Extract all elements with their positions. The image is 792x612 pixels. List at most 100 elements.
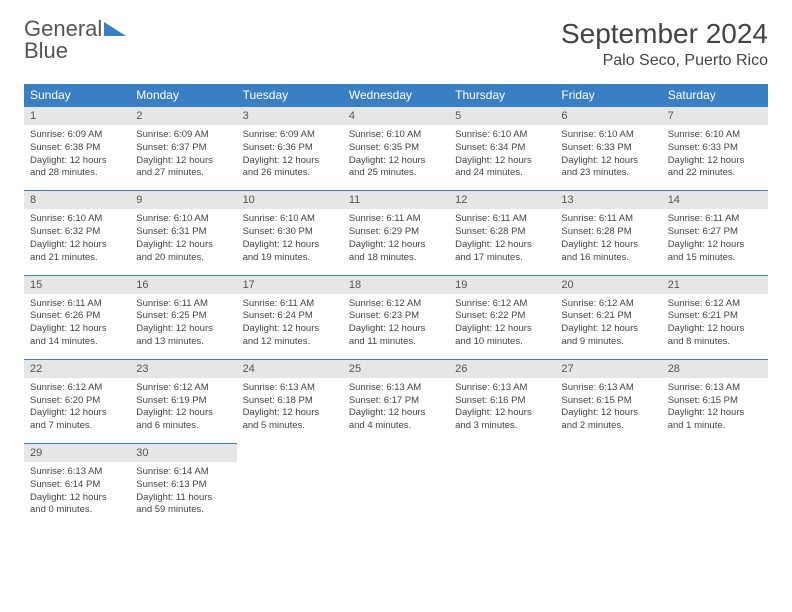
day-number-cell: 13 [555,191,661,210]
sunset-line: Sunset: 6:19 PM [136,395,230,408]
daylight-line: Daylight: 12 hours and 10 minutes. [455,323,549,349]
day-number-cell: 18 [343,275,449,294]
daylight-line: Daylight: 12 hours and 17 minutes. [455,239,549,265]
sunrise-line: Sunrise: 6:12 AM [349,298,443,311]
dow-monday: Monday [130,84,236,107]
sunset-line: Sunset: 6:30 PM [243,226,337,239]
daylight-line: Daylight: 12 hours and 7 minutes. [30,407,124,433]
sunrise-line: Sunrise: 6:13 AM [455,382,549,395]
day-number-row: 1234567 [24,107,768,126]
day-data-cell: Sunrise: 6:10 AMSunset: 6:32 PMDaylight:… [24,209,130,275]
day-data-cell: Sunrise: 6:11 AMSunset: 6:28 PMDaylight:… [555,209,661,275]
sunset-line: Sunset: 6:24 PM [243,310,337,323]
day-number-cell: 8 [24,191,130,210]
daylight-line: Daylight: 12 hours and 9 minutes. [561,323,655,349]
sunrise-line: Sunrise: 6:12 AM [455,298,549,311]
dow-saturday: Saturday [662,84,768,107]
page-header: General Blue September 2024 Palo Seco, P… [24,18,768,70]
sunrise-line: Sunrise: 6:10 AM [243,213,337,226]
sunset-line: Sunset: 6:14 PM [30,479,124,492]
sunset-line: Sunset: 6:21 PM [668,310,762,323]
day-data-cell: Sunrise: 6:13 AMSunset: 6:15 PMDaylight:… [662,378,768,444]
sunrise-line: Sunrise: 6:11 AM [243,298,337,311]
day-number-cell: 19 [449,275,555,294]
day-number-cell: 17 [237,275,343,294]
day-data-cell: Sunrise: 6:10 AMSunset: 6:33 PMDaylight:… [555,125,661,191]
daylight-line: Daylight: 11 hours and 59 minutes. [136,492,230,518]
day-number-cell [555,444,661,463]
day-number-cell: 29 [24,444,130,463]
sunrise-line: Sunrise: 6:09 AM [243,129,337,142]
sunset-line: Sunset: 6:31 PM [136,226,230,239]
sunrise-line: Sunrise: 6:10 AM [30,213,124,226]
sunrise-line: Sunrise: 6:10 AM [668,129,762,142]
day-number-row: 2930 [24,444,768,463]
title-block: September 2024 Palo Seco, Puerto Rico [561,18,768,70]
day-number-cell: 28 [662,359,768,378]
sunset-line: Sunset: 6:15 PM [561,395,655,408]
day-number-row: 891011121314 [24,191,768,210]
day-data-cell: Sunrise: 6:12 AMSunset: 6:19 PMDaylight:… [130,378,236,444]
sunset-line: Sunset: 6:37 PM [136,142,230,155]
day-data-cell: Sunrise: 6:11 AMSunset: 6:29 PMDaylight:… [343,209,449,275]
day-number-cell: 1 [24,107,130,126]
day-data-cell: Sunrise: 6:11 AMSunset: 6:26 PMDaylight:… [24,294,130,360]
sunset-line: Sunset: 6:32 PM [30,226,124,239]
daylight-line: Daylight: 12 hours and 14 minutes. [30,323,124,349]
day-data-cell: Sunrise: 6:12 AMSunset: 6:22 PMDaylight:… [449,294,555,360]
day-number-cell: 25 [343,359,449,378]
day-number-cell: 11 [343,191,449,210]
sunset-line: Sunset: 6:33 PM [668,142,762,155]
dow-sunday: Sunday [24,84,130,107]
day-data-cell: Sunrise: 6:09 AMSunset: 6:37 PMDaylight:… [130,125,236,191]
sunrise-line: Sunrise: 6:13 AM [668,382,762,395]
day-number-cell: 26 [449,359,555,378]
dow-thursday: Thursday [449,84,555,107]
sunrise-line: Sunrise: 6:09 AM [136,129,230,142]
day-number-cell: 10 [237,191,343,210]
day-data-cell: Sunrise: 6:11 AMSunset: 6:25 PMDaylight:… [130,294,236,360]
daylight-line: Daylight: 12 hours and 26 minutes. [243,155,337,181]
day-data-cell: Sunrise: 6:11 AMSunset: 6:27 PMDaylight:… [662,209,768,275]
day-data-cell: Sunrise: 6:10 AMSunset: 6:30 PMDaylight:… [237,209,343,275]
day-number-cell [662,444,768,463]
day-number-cell: 7 [662,107,768,126]
day-number-cell: 9 [130,191,236,210]
sunset-line: Sunset: 6:34 PM [455,142,549,155]
day-data-cell: Sunrise: 6:11 AMSunset: 6:24 PMDaylight:… [237,294,343,360]
month-title: September 2024 [561,18,768,50]
sunrise-line: Sunrise: 6:09 AM [30,129,124,142]
daylight-line: Daylight: 12 hours and 15 minutes. [668,239,762,265]
sunrise-line: Sunrise: 6:11 AM [668,213,762,226]
day-data-cell [449,462,555,527]
day-data-cell: Sunrise: 6:11 AMSunset: 6:28 PMDaylight:… [449,209,555,275]
sunset-line: Sunset: 6:13 PM [136,479,230,492]
sunset-line: Sunset: 6:21 PM [561,310,655,323]
day-data-row: Sunrise: 6:13 AMSunset: 6:14 PMDaylight:… [24,462,768,527]
sunset-line: Sunset: 6:16 PM [455,395,549,408]
sunrise-line: Sunrise: 6:12 AM [668,298,762,311]
sunset-line: Sunset: 6:25 PM [136,310,230,323]
sunset-line: Sunset: 6:22 PM [455,310,549,323]
sunset-line: Sunset: 6:27 PM [668,226,762,239]
sunrise-line: Sunrise: 6:11 AM [561,213,655,226]
sunset-line: Sunset: 6:20 PM [30,395,124,408]
sunset-line: Sunset: 6:23 PM [349,310,443,323]
brand-text: General Blue [24,18,126,62]
brand-triangle-icon [104,22,126,36]
location-label: Palo Seco, Puerto Rico [561,52,768,70]
sunset-line: Sunset: 6:17 PM [349,395,443,408]
daylight-line: Daylight: 12 hours and 21 minutes. [30,239,124,265]
day-number-row: 22232425262728 [24,359,768,378]
sunrise-line: Sunrise: 6:12 AM [561,298,655,311]
daylight-line: Daylight: 12 hours and 12 minutes. [243,323,337,349]
daylight-line: Daylight: 12 hours and 23 minutes. [561,155,655,181]
daylight-line: Daylight: 12 hours and 18 minutes. [349,239,443,265]
day-number-cell: 16 [130,275,236,294]
day-data-row: Sunrise: 6:12 AMSunset: 6:20 PMDaylight:… [24,378,768,444]
day-data-cell: Sunrise: 6:12 AMSunset: 6:23 PMDaylight:… [343,294,449,360]
daylight-line: Daylight: 12 hours and 0 minutes. [30,492,124,518]
day-data-cell: Sunrise: 6:13 AMSunset: 6:18 PMDaylight:… [237,378,343,444]
day-number-cell: 30 [130,444,236,463]
day-number-cell: 4 [343,107,449,126]
